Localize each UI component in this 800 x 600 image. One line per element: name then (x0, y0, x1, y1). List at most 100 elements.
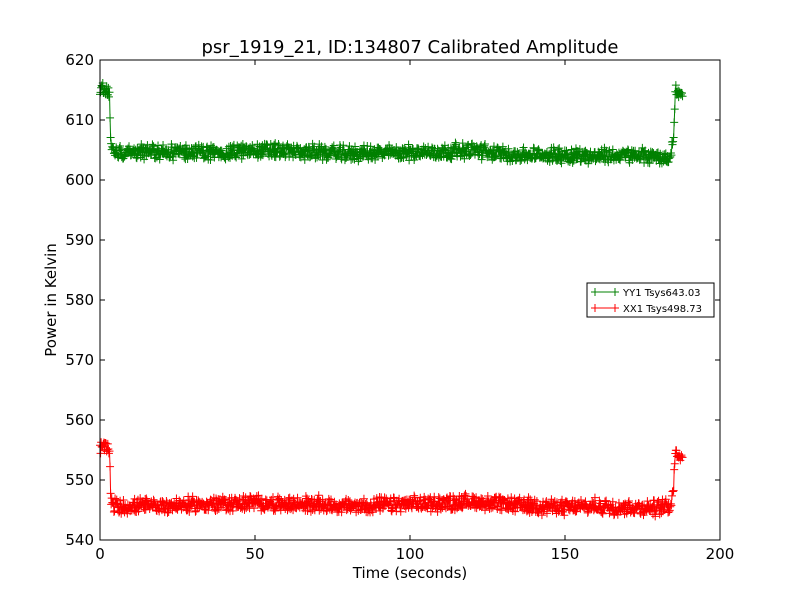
data-point-marker (256, 146, 265, 155)
data-point-marker (624, 496, 633, 505)
data-point-marker (460, 491, 469, 500)
data-point-marker (346, 506, 355, 515)
data-point-marker (534, 146, 543, 155)
data-point-marker (204, 506, 213, 515)
data-point-marker (530, 154, 539, 163)
data-point-marker (266, 140, 275, 149)
data-point-marker (183, 506, 192, 515)
data-point-marker (503, 494, 512, 503)
data-point-marker (103, 439, 112, 448)
data-point-marker (480, 141, 489, 150)
series-markers (96, 78, 687, 168)
data-point-marker (635, 155, 644, 164)
data-point-marker (530, 144, 539, 153)
data-point-marker (666, 499, 675, 508)
data-point-marker (586, 147, 595, 156)
data-point-marker (400, 143, 409, 152)
data-point-marker (115, 143, 124, 152)
data-point-marker (188, 492, 197, 501)
data-point-marker (263, 141, 272, 150)
data-point-marker (554, 506, 563, 515)
data-point-marker (200, 151, 209, 160)
data-point-marker (665, 506, 674, 515)
data-point-marker (407, 504, 416, 513)
data-point-marker (559, 507, 568, 516)
data-point-marker (580, 155, 589, 164)
data-point-marker (281, 150, 290, 159)
data-point-marker (104, 83, 113, 92)
data-point-marker (116, 496, 125, 505)
data-point-marker (102, 82, 111, 91)
data-point-marker (268, 493, 277, 502)
data-point-marker (192, 153, 201, 162)
data-point-marker (633, 502, 642, 511)
data-point-marker (235, 494, 244, 503)
data-point-marker (430, 497, 439, 506)
data-point-marker (232, 153, 241, 162)
data-point-marker (671, 81, 680, 90)
data-point-marker (325, 496, 334, 505)
data-point-marker (271, 506, 280, 515)
data-point-marker (106, 113, 115, 122)
data-point-marker (532, 497, 541, 506)
data-point-marker (373, 152, 382, 161)
data-point-marker (670, 465, 679, 474)
data-point-marker (537, 511, 546, 520)
data-point-marker (562, 146, 571, 155)
data-point-marker (452, 140, 461, 149)
data-point-marker (300, 502, 309, 511)
y-tick-label: 560 (65, 411, 94, 429)
data-point-marker (460, 154, 469, 163)
data-point-marker (159, 498, 168, 507)
data-point-marker (623, 145, 632, 154)
data-point-marker (339, 141, 348, 150)
data-point-marker (134, 146, 143, 155)
data-point-marker (665, 507, 674, 516)
data-point-marker (481, 506, 490, 515)
legend-marker (591, 304, 619, 312)
data-point-marker (664, 508, 673, 517)
data-point-marker (257, 494, 266, 503)
data-point-marker (615, 155, 624, 164)
data-point-marker (521, 500, 530, 509)
data-point-marker (667, 501, 676, 510)
data-point-marker (667, 151, 676, 160)
data-point-marker (598, 509, 607, 518)
data-point-marker (229, 140, 238, 149)
series-layer (96, 78, 687, 521)
data-point-marker (669, 486, 678, 495)
data-point-marker (447, 155, 456, 164)
data-point-marker (583, 508, 592, 517)
data-point-marker (452, 496, 461, 505)
data-point-marker (529, 143, 538, 152)
data-point-marker (211, 507, 220, 516)
data-point-marker (188, 152, 197, 161)
data-point-marker (105, 447, 114, 456)
data-point-marker (299, 151, 308, 160)
data-point-marker (669, 137, 678, 146)
data-point-marker (106, 462, 115, 471)
data-point-marker (404, 140, 413, 149)
data-point-marker (396, 503, 405, 512)
x-axis-title: Time (seconds) (352, 564, 468, 582)
legend-box (586, 282, 715, 318)
data-point-marker (224, 498, 233, 507)
data-point-marker (306, 507, 315, 516)
data-point-marker (411, 150, 420, 159)
data-point-marker (464, 140, 473, 149)
data-point-marker (181, 141, 190, 150)
data-point-marker (666, 152, 675, 161)
data-point-marker (300, 155, 309, 164)
data-point-marker (105, 88, 114, 97)
data-point-marker (134, 507, 143, 516)
data-point-marker (322, 155, 331, 164)
x-tick-label: 100 (396, 545, 425, 563)
data-point-marker (322, 507, 331, 516)
data-point-marker (531, 501, 540, 510)
data-point-marker (652, 148, 661, 157)
data-point-marker (669, 487, 678, 496)
data-point-marker (289, 494, 298, 503)
data-point-marker (524, 493, 533, 502)
data-point-marker (516, 156, 525, 165)
data-point-marker (661, 495, 670, 504)
